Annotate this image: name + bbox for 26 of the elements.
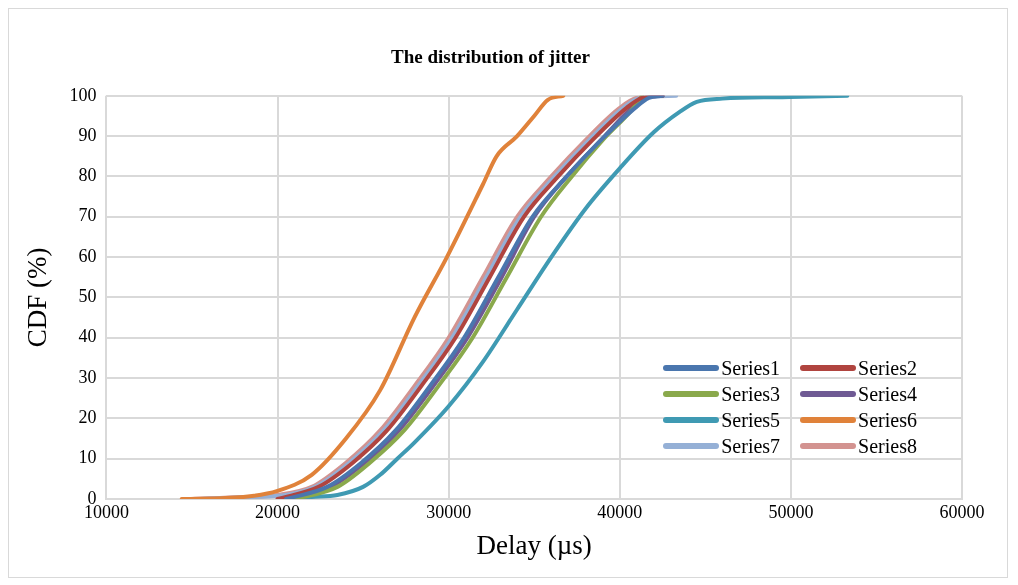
chart-title: The distribution of jitter [391,46,591,68]
y-tick-label: 20 [78,407,97,428]
y-tick-label: 70 [78,205,97,226]
y-tick-label: 100 [69,84,97,105]
x-tick-label: 50000 [768,501,814,522]
y-axis-title: CDF (%) [22,247,53,348]
x-tick-label: 60000 [939,501,985,522]
legend-label: Series2 [858,356,917,381]
y-tick-label: 30 [78,366,97,387]
y-tick-label: 10 [78,447,97,468]
y-tick-label: 80 [78,165,97,186]
y-tick-label: 50 [78,286,97,307]
legend-label: Series3 [721,382,781,407]
legend-label: Series5 [721,408,781,433]
y-tick-label: 40 [78,326,97,347]
x-axis-title: Delay (µs) [476,529,592,560]
x-tick-label: 20000 [255,501,301,522]
y-tick-label: 90 [78,124,97,145]
x-tick-label: 30000 [426,501,472,522]
legend-label: Series6 [858,408,917,433]
legend-label: Series8 [858,434,917,459]
y-tick-label: 60 [78,245,97,266]
legend-label: Series4 [858,382,917,407]
legend-label: Series1 [721,356,781,381]
x-tick-label: 40000 [597,501,643,522]
legend-label: Series7 [721,434,781,459]
